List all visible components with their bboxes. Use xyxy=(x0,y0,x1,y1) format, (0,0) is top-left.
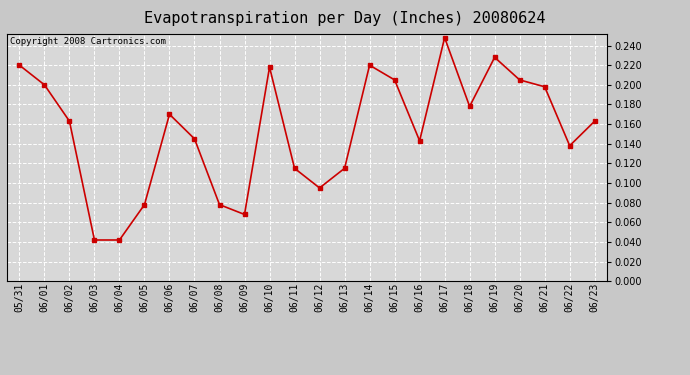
Text: Evapotranspiration per Day (Inches) 20080624: Evapotranspiration per Day (Inches) 2008… xyxy=(144,11,546,26)
Text: Copyright 2008 Cartronics.com: Copyright 2008 Cartronics.com xyxy=(10,38,166,46)
